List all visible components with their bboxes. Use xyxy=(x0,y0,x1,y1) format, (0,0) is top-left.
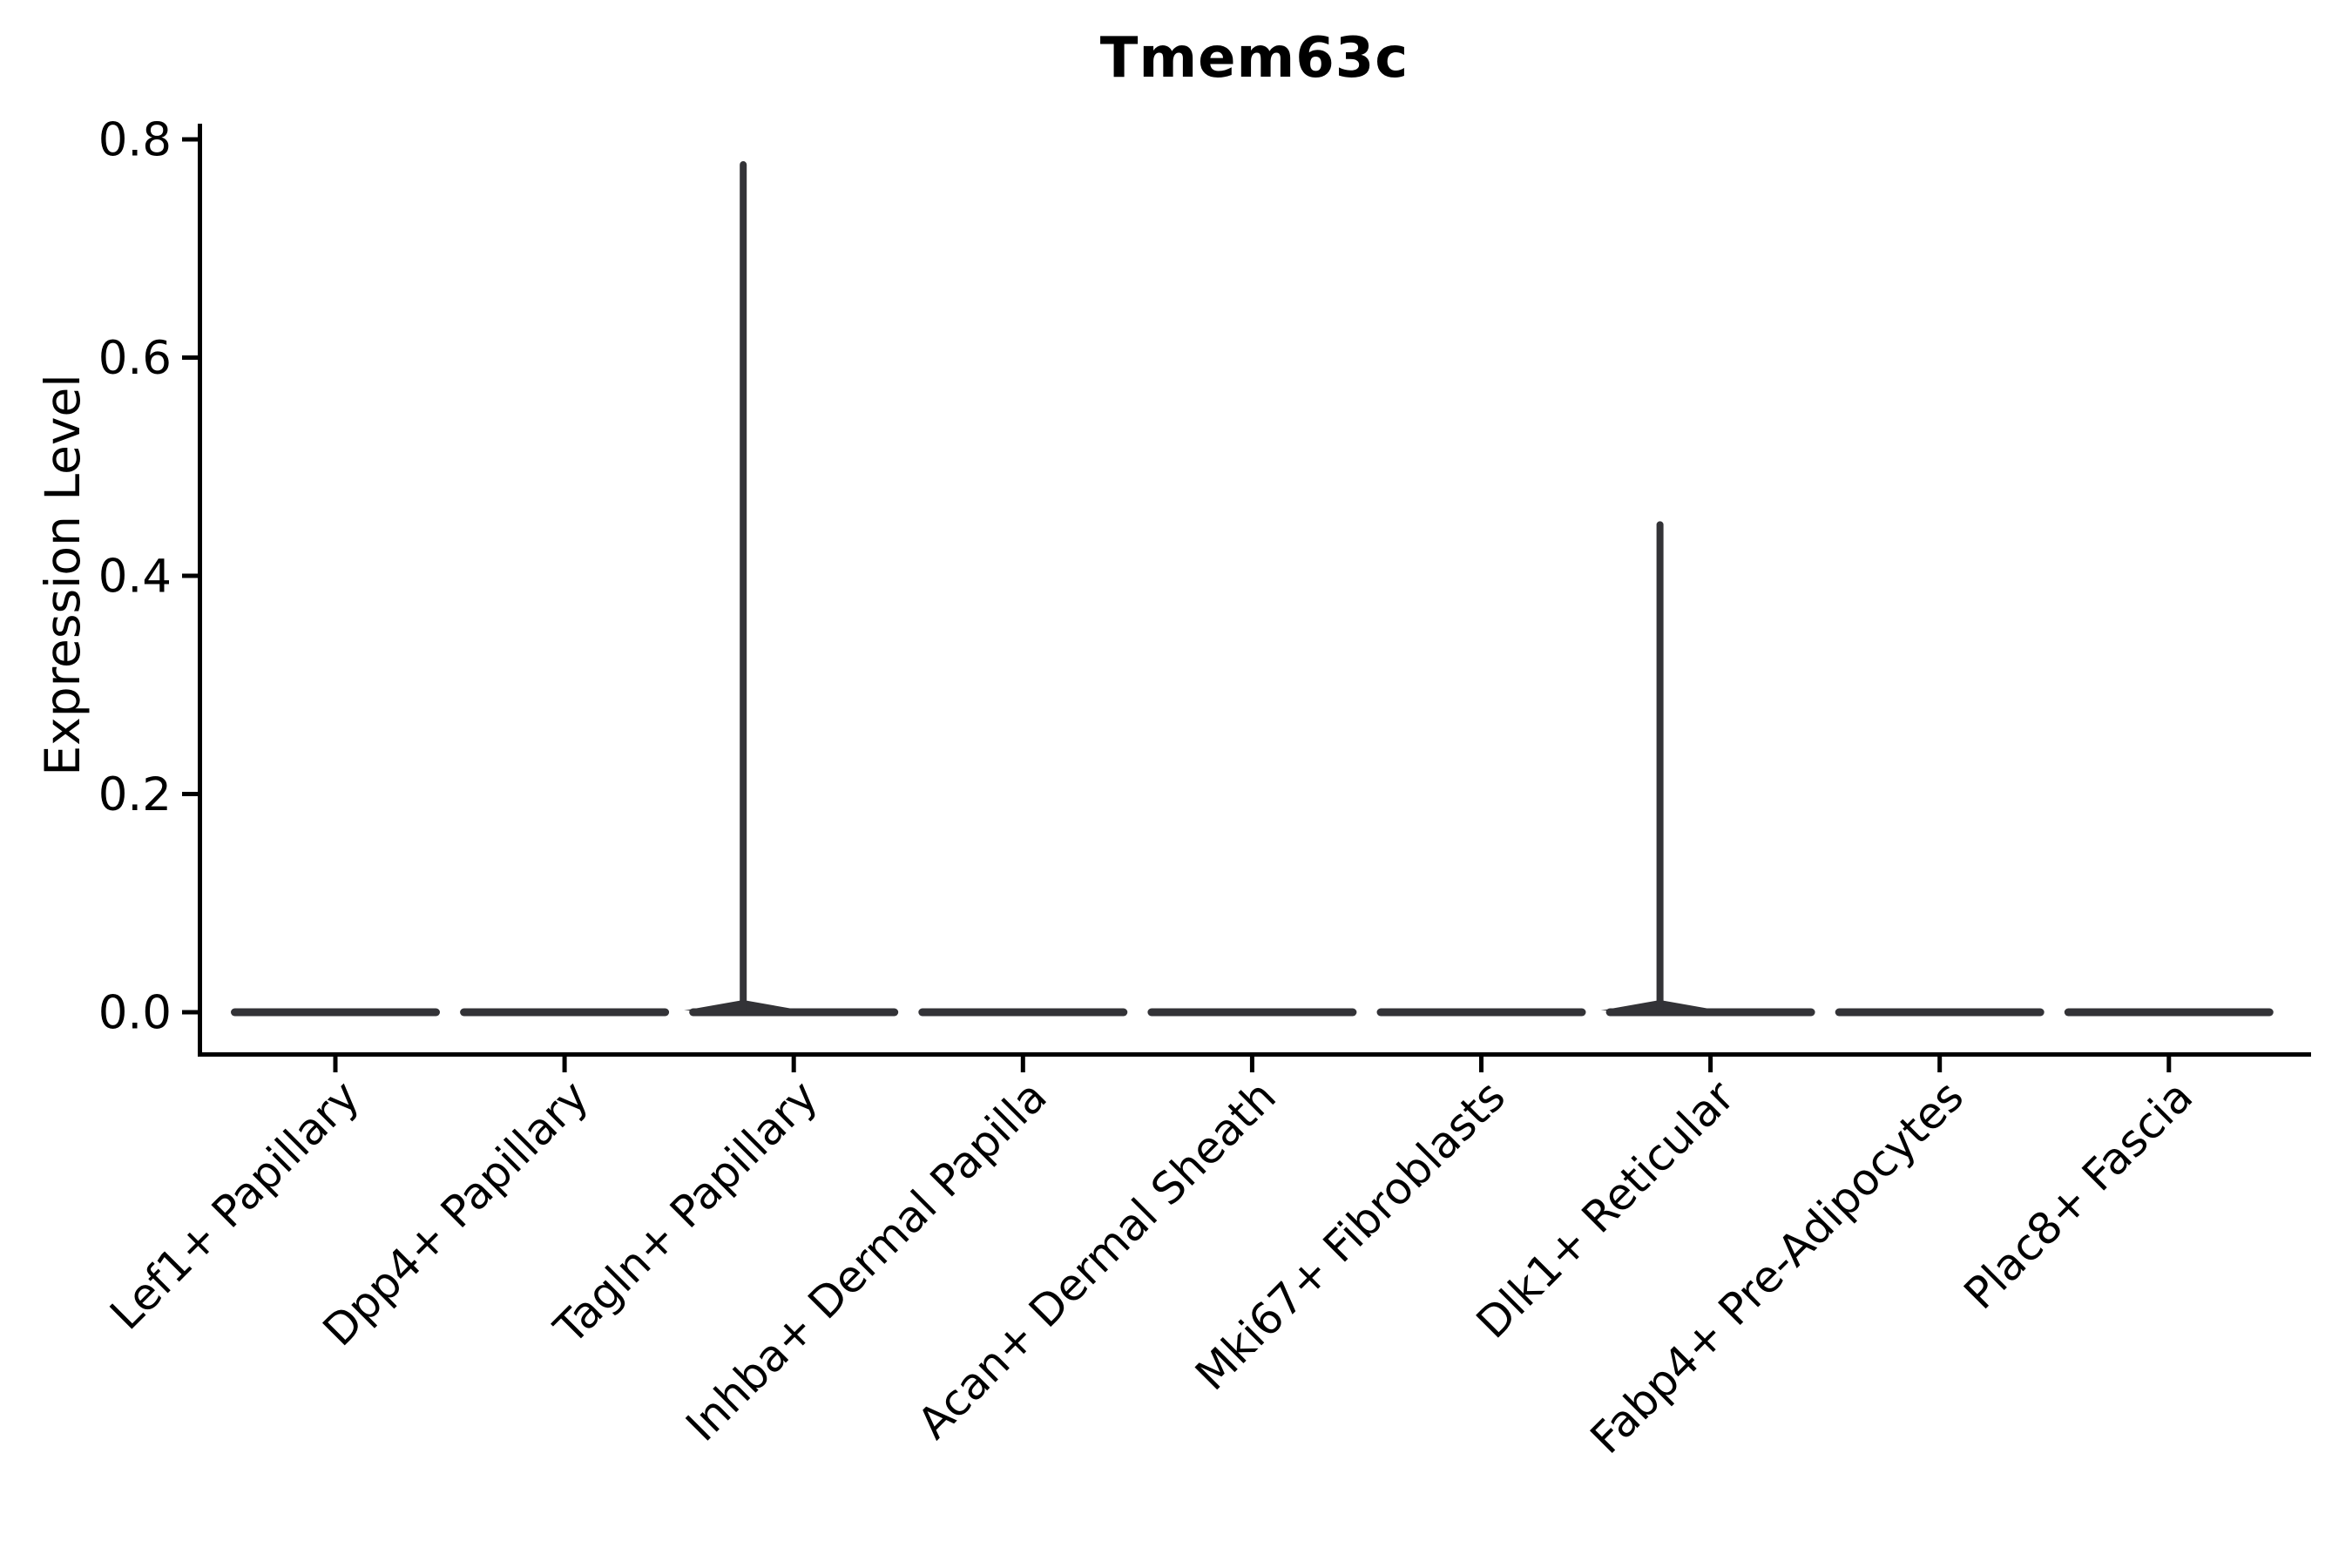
x-axis-spine xyxy=(198,1052,2311,1057)
y-tick-0.4 xyxy=(182,573,198,578)
y-tick-label-0.6: 0.6 xyxy=(98,332,172,385)
violin-spike-2 xyxy=(740,161,747,1013)
x-tick-5 xyxy=(1479,1057,1484,1072)
violin-body-8 xyxy=(2064,1008,2274,1017)
violin-body-4 xyxy=(1147,1008,1357,1017)
x-tick-6 xyxy=(1708,1057,1713,1072)
x-tick-1 xyxy=(562,1057,567,1072)
y-tick-label-0.2: 0.2 xyxy=(98,768,172,821)
violin-body-0 xyxy=(231,1008,440,1017)
x-tick-label-0: Lef1+ Papillary xyxy=(100,1071,368,1339)
y-tick-0.8 xyxy=(182,137,198,142)
x-tick-8 xyxy=(2166,1057,2172,1072)
x-tick-0 xyxy=(333,1057,338,1072)
y-axis-spine xyxy=(198,124,202,1057)
y-tick-label-0.4: 0.4 xyxy=(98,551,172,604)
y-tick-label-0.0: 0.0 xyxy=(98,987,172,1040)
x-tick-label-8: Plac8+ Fascia xyxy=(1955,1071,2203,1319)
violin-body-7 xyxy=(1835,1008,2044,1017)
x-tick-7 xyxy=(1937,1057,1943,1072)
x-tick-label-7: Fabp4+ Pre-Adipocytes xyxy=(1581,1071,1974,1463)
chart-title: Tmem63c xyxy=(1099,26,1409,91)
x-tick-4 xyxy=(1249,1057,1254,1072)
violin-body-1 xyxy=(460,1008,670,1017)
x-tick-3 xyxy=(1020,1057,1025,1072)
x-tick-2 xyxy=(791,1057,796,1072)
y-tick-0.6 xyxy=(182,355,198,360)
y-tick-0.0 xyxy=(182,1010,198,1015)
violin-body-3 xyxy=(918,1008,1128,1017)
violin-spike-6 xyxy=(1656,521,1664,1012)
y-tick-label-0.8: 0.8 xyxy=(98,114,172,167)
y-tick-0.2 xyxy=(182,792,198,796)
violin-body-5 xyxy=(1376,1008,1586,1017)
